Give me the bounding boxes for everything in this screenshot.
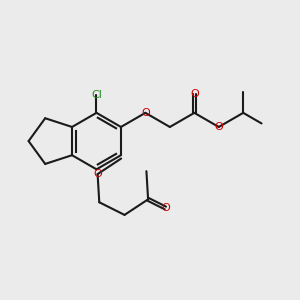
Text: O: O bbox=[214, 122, 223, 132]
Text: O: O bbox=[141, 108, 150, 118]
Text: Cl: Cl bbox=[91, 90, 102, 100]
Text: O: O bbox=[190, 88, 199, 98]
Text: O: O bbox=[161, 203, 170, 213]
Text: O: O bbox=[93, 169, 102, 179]
